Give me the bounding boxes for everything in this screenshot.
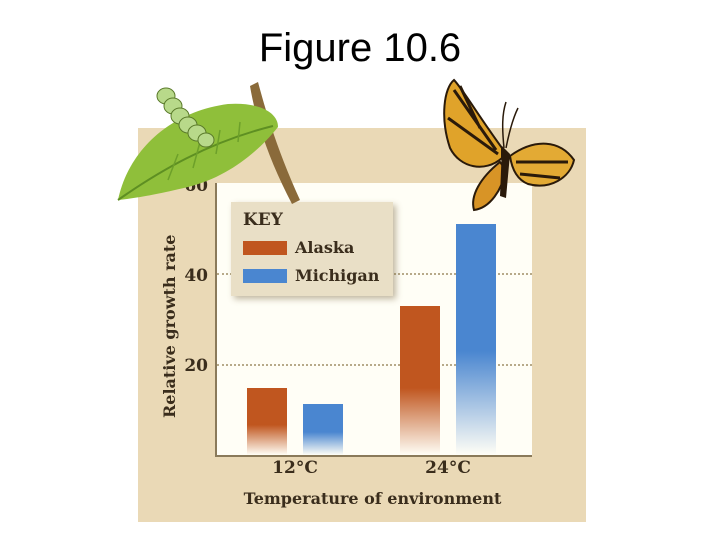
x-tick-12c: 12°C <box>272 458 318 478</box>
y-tick-40: 40 <box>184 266 208 286</box>
legend-swatch-michigan <box>243 269 287 283</box>
legend: KEY Alaska Michigan <box>231 202 393 296</box>
x-tick-24c: 24°C <box>425 458 471 478</box>
legend-swatch-alaska <box>243 241 287 255</box>
swallowtail-butterfly-icon <box>443 78 576 212</box>
bar-alaska-24c <box>400 306 440 455</box>
y-tick-20: 20 <box>184 356 208 376</box>
x-axis-label: Temperature of environment <box>243 489 502 508</box>
legend-title: KEY <box>243 210 283 230</box>
legend-label-michigan: Michigan <box>295 266 380 285</box>
bar-michigan-24c <box>456 224 496 455</box>
bar-michigan-12c <box>303 403 343 455</box>
gridline-20 <box>217 364 532 366</box>
legend-label-alaska: Alaska <box>295 238 355 257</box>
caterpillar-on-leaf-icon <box>117 82 300 204</box>
slide-title: Figure 10.6 <box>258 26 462 70</box>
y-axis-label: Relative growth rate <box>160 234 179 418</box>
bar-alaska-12c <box>247 388 287 455</box>
